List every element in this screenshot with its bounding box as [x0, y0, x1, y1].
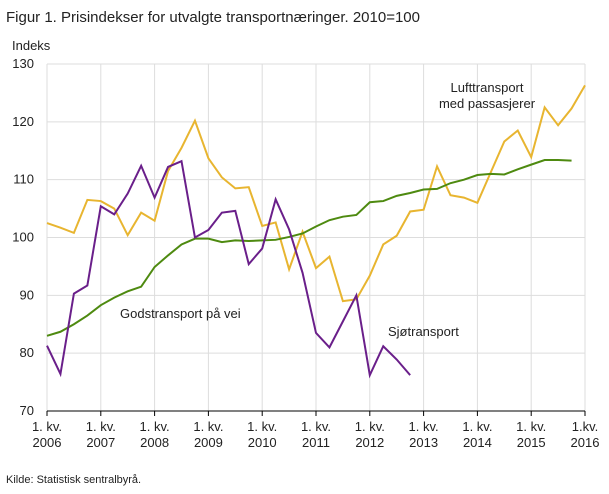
annotation: Sjøtransport	[388, 324, 459, 339]
annotation: Godstransport på vei	[120, 306, 241, 321]
x-tick-label-line: 2013	[409, 435, 438, 450]
x-tick-label-line: 1. kv.	[409, 419, 439, 434]
x-tick-label-line: 1. kv.	[301, 419, 331, 434]
x-tick-label-line: 2009	[194, 435, 223, 450]
x-tick-label-line: 1. kv.	[32, 419, 62, 434]
x-tick-label-line: 1. kv.	[193, 419, 223, 434]
x-tick-label-line: 1. kv.	[86, 419, 116, 434]
x-tick-label: 1. kv. 2013	[409, 419, 439, 450]
x-tick-label-line: 2006	[33, 435, 62, 450]
annotation: Lufttransport	[451, 80, 524, 95]
x-tick-label: 1. kv. 2014	[462, 419, 492, 450]
x-tick-label-line: 2010	[248, 435, 277, 450]
x-tick-label-line: 1. kv.	[516, 419, 546, 434]
x-tick-label-line: 2008	[140, 435, 169, 450]
x-tick-label-line: 2012	[355, 435, 384, 450]
x-tick-label-line: 1. kv.	[462, 419, 492, 434]
x-tick-label-line: 2007	[86, 435, 115, 450]
y-tick-label: 80	[20, 345, 34, 360]
x-tick-label: 1. kv. 2006	[32, 419, 62, 450]
x-tick-label: 1.kv. 2016	[571, 419, 600, 450]
y-tick-label: 70	[20, 403, 34, 418]
x-tick-label: 1. kv. 2008	[140, 419, 170, 450]
y-tick-label: 110	[13, 172, 34, 187]
x-tick-label-line: 1. kv.	[140, 419, 170, 434]
x-tick-label-line: 2011	[302, 435, 330, 450]
x-tick-label: 1. kv. 2010	[247, 419, 277, 450]
y-tick-label: 130	[12, 56, 34, 71]
y-tick-label: 120	[12, 114, 34, 129]
x-tick-label-line: 1.kv.	[572, 419, 599, 434]
x-tick-label-line: 2016	[571, 435, 600, 450]
x-tick-label-line: 2015	[517, 435, 546, 450]
x-tick-label-line: 2014	[463, 435, 492, 450]
x-tick-label-line: 1. kv.	[355, 419, 385, 434]
y-tick-label: 100	[12, 230, 34, 245]
x-tick-label: 1. kv. 2012	[355, 419, 385, 450]
line	[46, 84, 586, 303]
y-tick-label: 90	[20, 287, 34, 302]
source: Kilde: Statistisk sentralbyrå.	[6, 474, 141, 486]
annotation: med passasjerer	[439, 96, 536, 111]
x-tick-label: 1. kv. 2009	[193, 419, 223, 450]
x-tick-label: 1. kv. 2011	[301, 419, 331, 450]
y-axis-label: Indeks	[12, 38, 51, 53]
line	[46, 159, 411, 379]
x-tick-label-line: 1. kv.	[247, 419, 277, 434]
x-tick-label: 1. kv. 2015	[516, 419, 546, 450]
chart-title: Figur 1. Prisindekser for utvalgte trans…	[6, 9, 420, 26]
line	[46, 159, 572, 337]
x-tick-label: 1. kv. 2007	[86, 419, 116, 450]
